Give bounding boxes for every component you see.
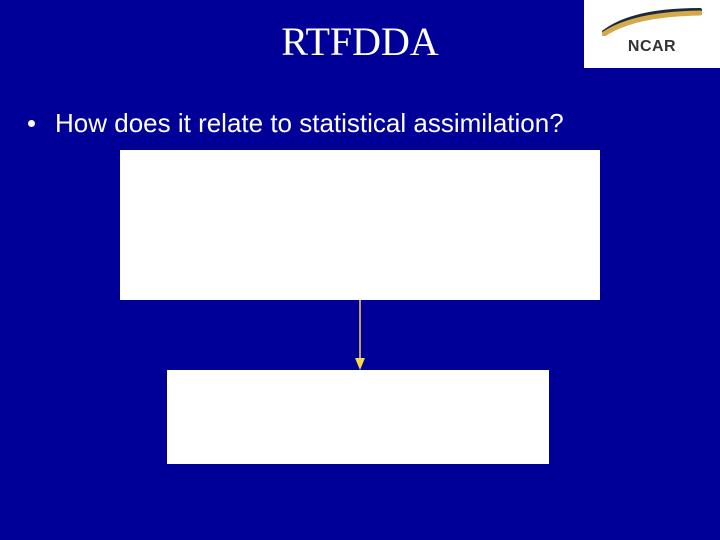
down-arrow-icon (354, 300, 366, 370)
bullet-text: How does it relate to statistical assimi… (55, 108, 564, 139)
bullet-item: How does it relate to statistical assimi… (28, 108, 564, 139)
slide-background: NCAR RTFDDA How does it relate to statis… (0, 0, 720, 540)
image-placeholder-1 (120, 150, 600, 300)
slide-title: RTFDDA (0, 18, 720, 65)
image-placeholder-2 (167, 370, 549, 464)
bullet-dot-icon (28, 120, 35, 127)
